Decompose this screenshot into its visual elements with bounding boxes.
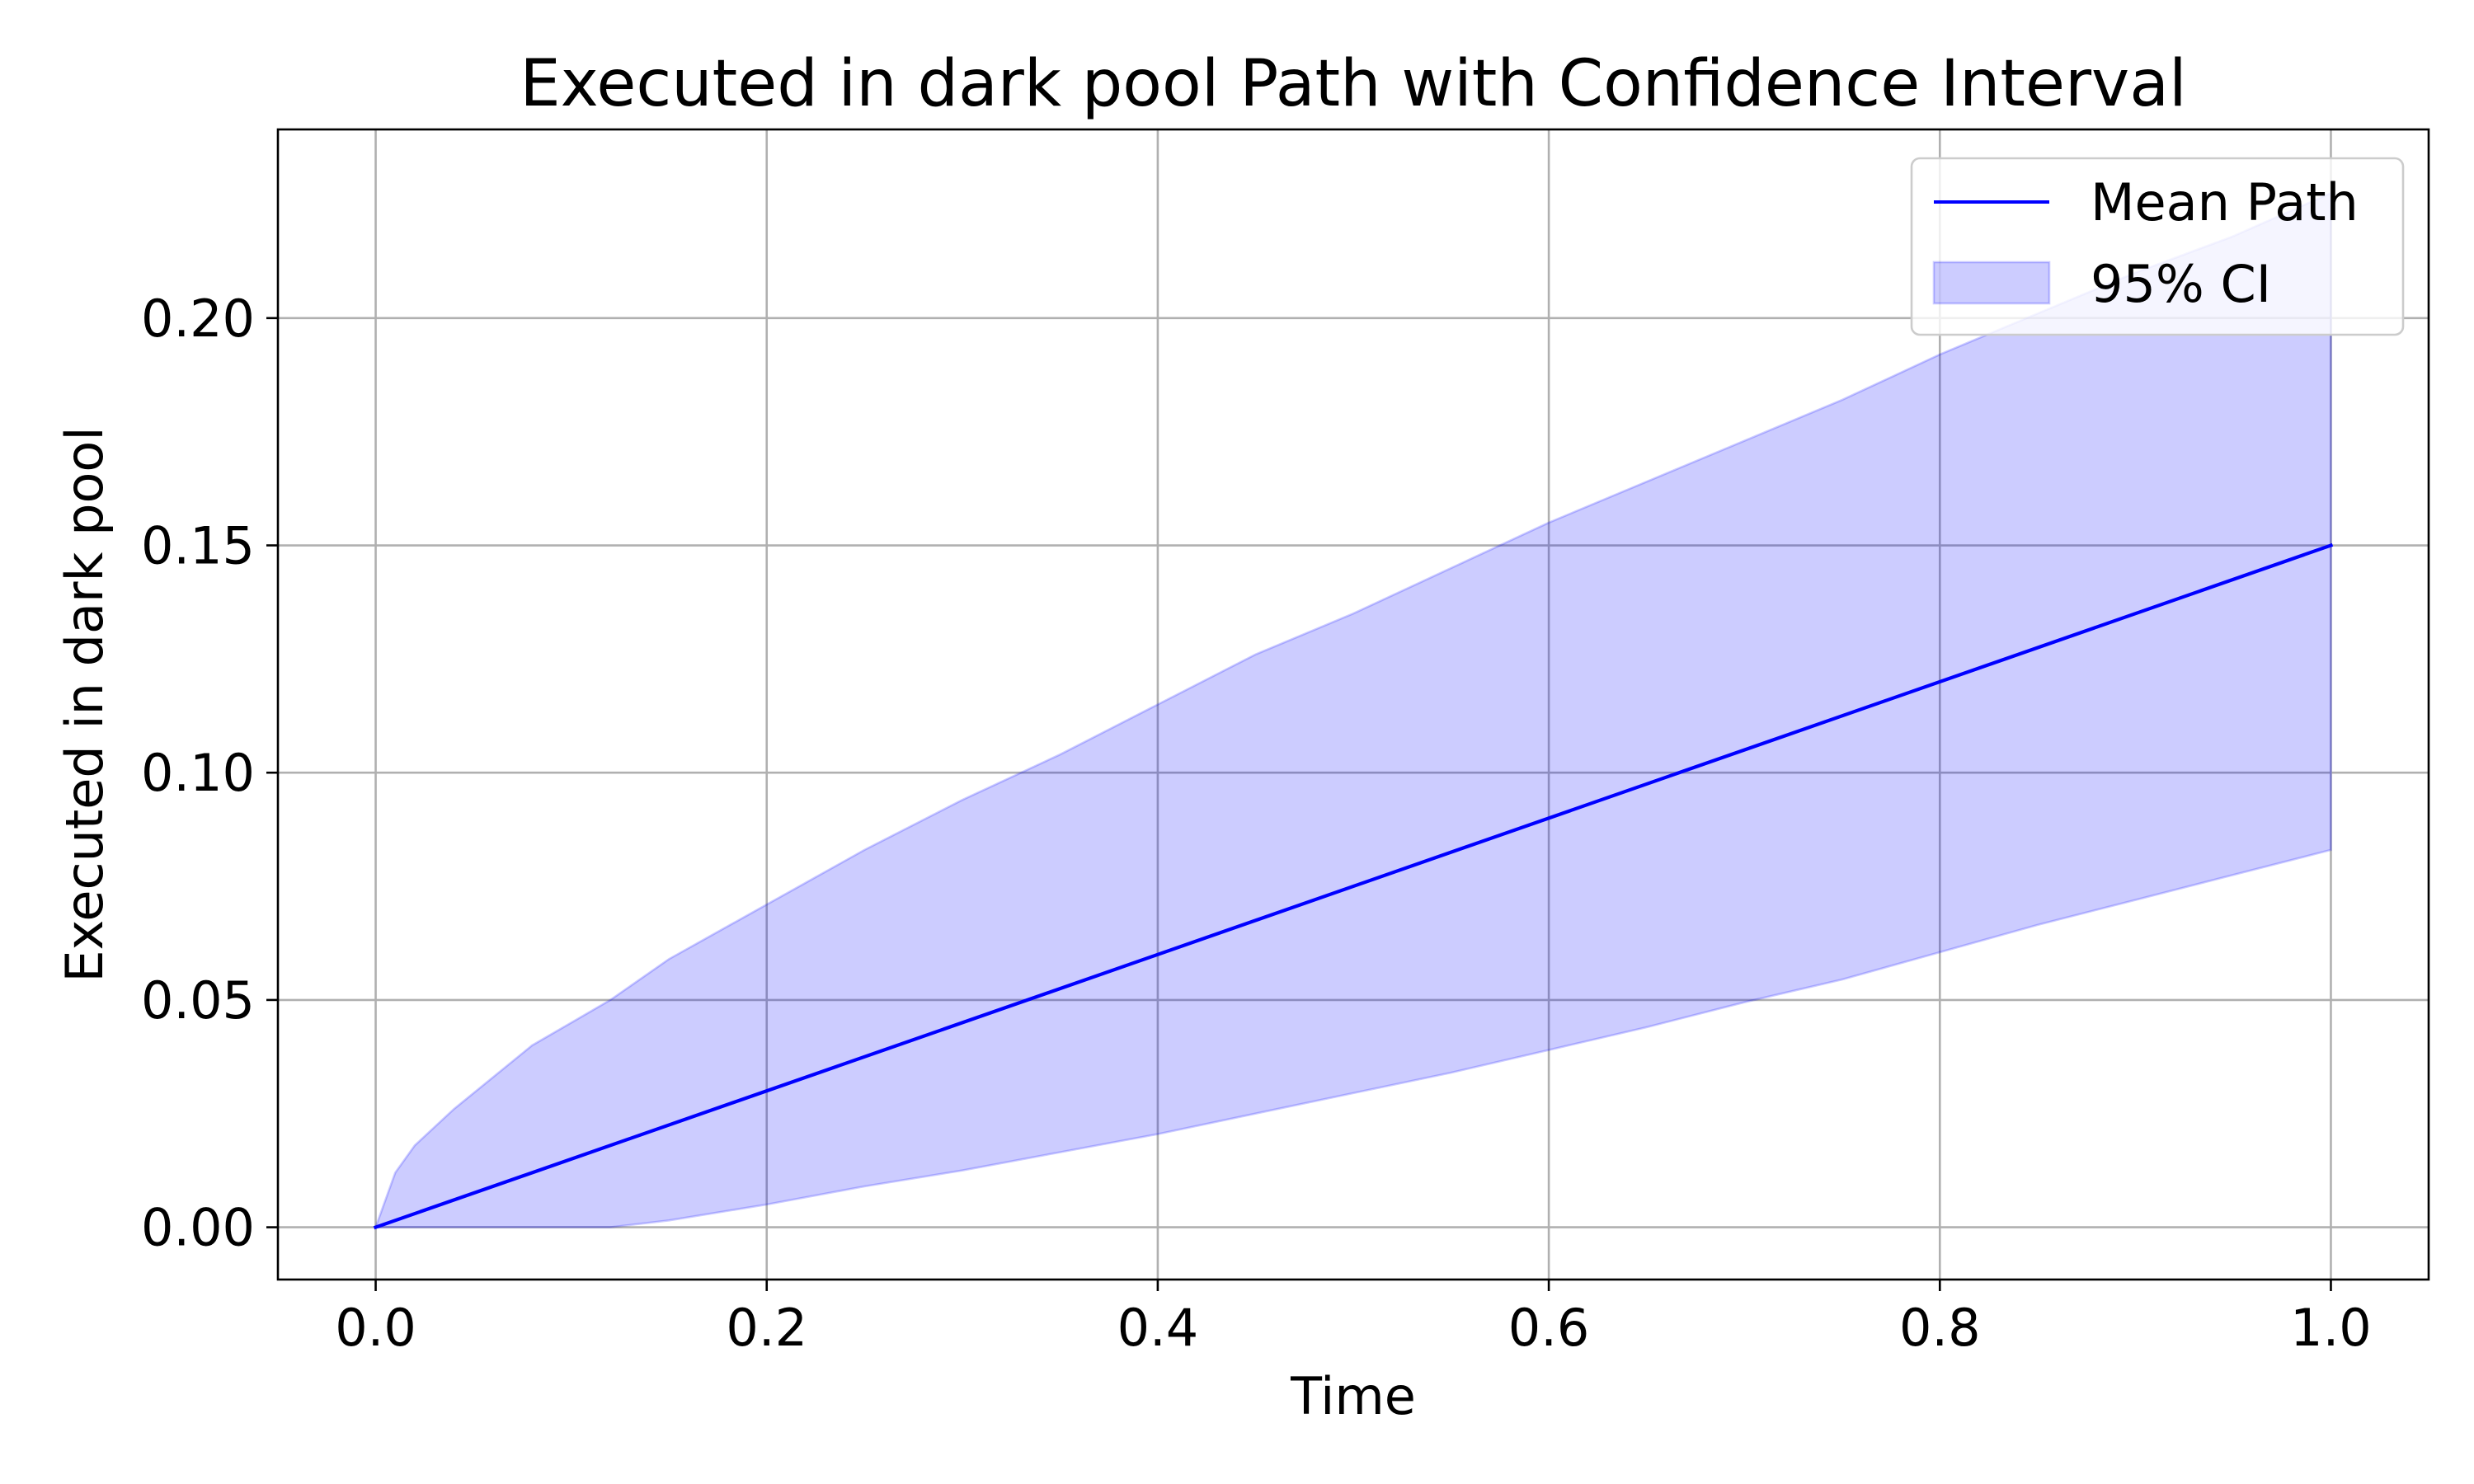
y-tick-label-0: 0.00 — [141, 1198, 255, 1258]
legend: Mean Path 95% CI — [1910, 157, 2405, 336]
chart-title: Executed in dark pool Path with Confiden… — [520, 47, 2186, 121]
y-tick-label-2: 0.10 — [141, 743, 255, 803]
x-tick-label-5: 1.0 — [2290, 1298, 2372, 1358]
x-tick-label-2: 0.4 — [1117, 1298, 1199, 1358]
legend-ci-swatch — [1932, 261, 2051, 305]
mean-line-layer — [373, 542, 2334, 1230]
mean-path-line — [373, 542, 2334, 1230]
y-tick-label-1: 0.05 — [141, 970, 255, 1031]
plot-frame — [276, 128, 2430, 1281]
legend-mean-path-label: Mean Path — [2091, 172, 2359, 232]
ci-band-95 — [374, 191, 2332, 1228]
x-tick-label-0: 0.0 — [335, 1298, 416, 1358]
y-axis-label: Executed in dark pool — [54, 426, 115, 982]
x-tick-label-3: 0.6 — [1508, 1298, 1590, 1358]
legend-ci-label: 95% CI — [2091, 254, 2271, 314]
ticks: 0.0 0.2 0.4 0.6 0.8 1.0 0.00 0.05 0.10 0.15 0.20 — [141, 289, 2372, 1358]
x-tick-label-4: 0.8 — [1899, 1298, 1981, 1358]
y-tick-label-3: 0.15 — [141, 516, 255, 576]
y-tick-label-4: 0.20 — [141, 289, 255, 349]
ci-band-layer — [374, 191, 2332, 1228]
x-tick-label-1: 0.2 — [726, 1298, 807, 1358]
x-axis-label: Time — [1290, 1366, 1416, 1426]
